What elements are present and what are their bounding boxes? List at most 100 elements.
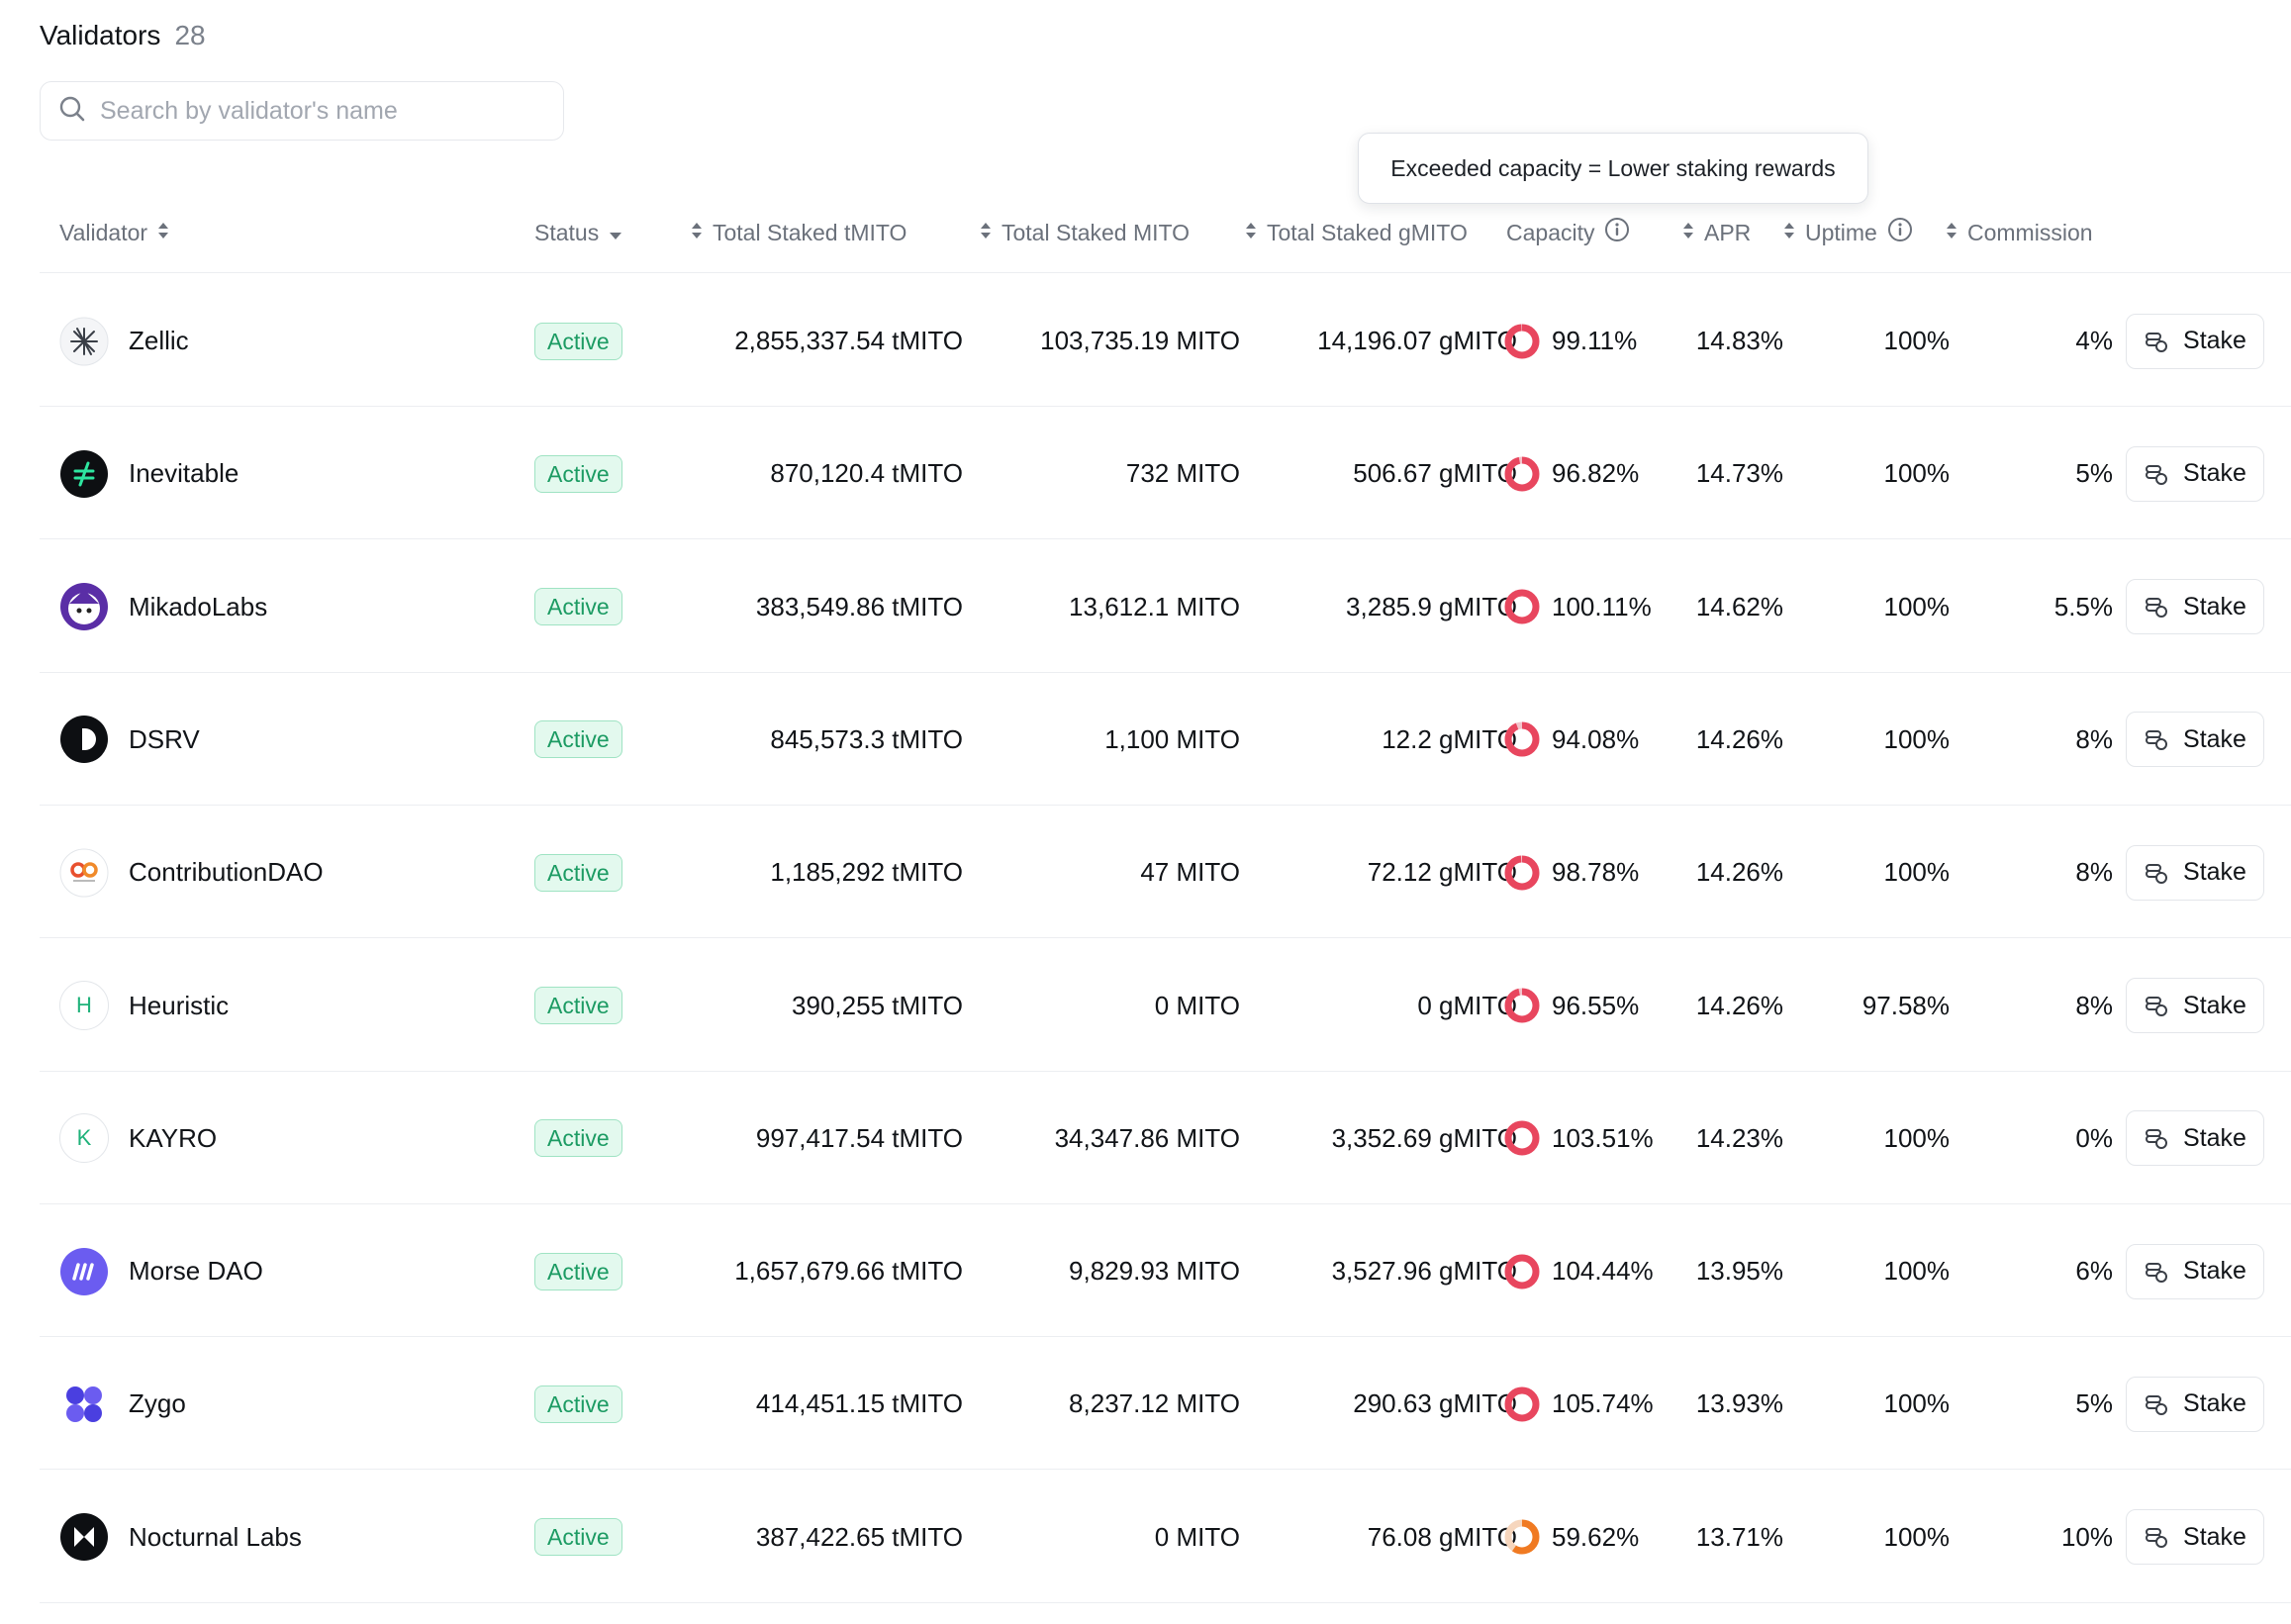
column-total-staked-mito[interactable]: Total Staked MITO — [980, 208, 1190, 257]
total-staked-mito: 9,829.93 MITO — [1069, 1256, 1240, 1287]
coins-icon — [2144, 1259, 2169, 1285]
validator-name: ContributionDAO — [129, 857, 324, 888]
commission-value: 0% — [2075, 1122, 2113, 1153]
validator-cell[interactable]: K KAYRO — [59, 1073, 217, 1204]
apr-value: 14.83% — [1695, 326, 1783, 355]
coins-icon — [2144, 993, 2169, 1018]
status-badge: Active — [534, 1385, 622, 1423]
validator-cell[interactable]: Nocturnal Labs — [59, 1472, 302, 1603]
coins-icon — [2144, 1524, 2169, 1550]
column-commission-label: Commission — [1967, 219, 2093, 245]
nocturnal-labs-logo-icon — [59, 1512, 109, 1562]
column-total-staked-tmito[interactable]: Total Staked tMITO — [691, 208, 907, 257]
stake-button[interactable]: Stake — [2126, 579, 2264, 635]
sort-icon — [1245, 220, 1257, 246]
table-row[interactable]: ContributionDAO Active 1,185,292 tMITO 47 M… — [40, 807, 2291, 939]
total-staked-gmito: 0 gMITO — [1417, 990, 1517, 1020]
stake-button[interactable]: Stake — [2126, 1243, 2264, 1299]
column-total-staked-gmito[interactable]: Total Staked gMITO — [1245, 208, 1468, 257]
validator-cell[interactable]: MikadoLabs — [59, 541, 267, 673]
morsedao-logo-icon — [59, 1247, 109, 1296]
capacity-value: 98.78% — [1552, 857, 1640, 888]
contributiondao-logo-icon — [59, 848, 109, 898]
apr-value: 14.62% — [1695, 591, 1783, 621]
table-row[interactable]: K KAYRO Active 997,417.54 tMITO 34,347.86 MI… — [40, 1073, 2291, 1204]
apr-value: 14.73% — [1695, 458, 1783, 489]
table-row[interactable]: H Heuristic Active 390,255 tMITO 0 MITO 0 gMI… — [40, 940, 2291, 1072]
page-title: Validators — [40, 20, 161, 50]
validator-count: 28 — [174, 20, 206, 50]
validator-cell[interactable]: DSRV — [59, 674, 200, 806]
column-apr-label: APR — [1704, 219, 1752, 245]
validator-name: Inevitable — [129, 458, 239, 489]
stake-button[interactable]: Stake — [2126, 844, 2264, 901]
column-uptime[interactable]: Uptime — [1783, 208, 1913, 257]
validator-name: KAYRO — [129, 1122, 218, 1153]
validator-cell[interactable]: Morse DAO — [59, 1205, 263, 1337]
capacity-value: 94.08% — [1552, 723, 1640, 754]
stake-button-label: Stake — [2183, 858, 2246, 887]
status-cell: Active — [534, 1472, 622, 1603]
column-status-label: Status — [534, 219, 600, 245]
stake-button[interactable]: Stake — [2126, 1509, 2264, 1566]
avatar-letter: H — [76, 993, 92, 1017]
capacity-ring-icon — [1504, 988, 1552, 1023]
validator-name: MikadoLabs — [129, 591, 268, 621]
validator-avatar: H — [59, 981, 109, 1030]
search-box[interactable] — [40, 81, 564, 141]
stake-button-label: Stake — [2183, 1257, 2246, 1286]
stake-button[interactable]: Stake — [2126, 712, 2264, 768]
commission-value: 5.5% — [2053, 591, 2113, 621]
caret-down-icon — [609, 220, 622, 246]
stake-button[interactable]: Stake — [2126, 1376, 2264, 1432]
capacity-ring-icon — [1504, 1254, 1552, 1290]
column-commission[interactable]: Commission — [1946, 208, 2093, 257]
search-input[interactable] — [100, 96, 535, 126]
apr-value: 13.95% — [1695, 1256, 1783, 1287]
zellic-logo-icon — [59, 317, 109, 366]
validator-cell[interactable]: Zygo — [59, 1338, 186, 1470]
status-badge: Active — [534, 454, 622, 493]
validator-cell[interactable]: Inevitable — [59, 408, 239, 539]
status-badge: Active — [534, 987, 622, 1024]
stake-button[interactable]: Stake — [2126, 313, 2264, 369]
stake-cell: Stake — [2126, 940, 2264, 1072]
commission-value: 5% — [2075, 458, 2113, 489]
info-icon[interactable] — [1887, 217, 1913, 248]
total-staked-mito: 732 MITO — [1125, 458, 1240, 489]
capacity-ring-icon — [1504, 855, 1552, 891]
table-row[interactable]: DSRV Active 845,573.3 tMITO 1,100 MITO 12.2 … — [40, 674, 2291, 806]
status-badge: Active — [534, 853, 622, 892]
capacity-cell: 105.74% — [1504, 1338, 1702, 1470]
validator-name: Heuristic — [129, 990, 230, 1020]
stake-button[interactable]: Stake — [2126, 978, 2264, 1033]
table-row[interactable]: Zellic Active 2,855,337.54 tMITO 103,735.19… — [40, 275, 2291, 407]
table-row[interactable]: Morse DAO Active 1,657,679.66 tMITO 9,829.9… — [40, 1205, 2291, 1338]
column-apr[interactable]: APR — [1682, 208, 1751, 257]
column-capacity[interactable]: Capacity — [1506, 208, 1630, 257]
total-staked-tmito: 390,255 tMITO — [792, 990, 963, 1020]
capacity-cell: 103.51% — [1504, 1073, 1702, 1204]
table-row[interactable]: Inevitable Active 870,120.4 tMITO 732 MITO 5… — [40, 408, 2291, 540]
validator-cell[interactable]: ContributionDAO — [59, 807, 324, 938]
total-staked-mito: 13,612.1 MITO — [1069, 591, 1240, 621]
capacity-cell: 104.44% — [1504, 1205, 1702, 1337]
table-row[interactable]: Nocturnal Labs Active 387,422.65 tMITO 0 MI… — [40, 1472, 2291, 1603]
status-cell: Active — [534, 275, 622, 407]
uptime-value: 100% — [1883, 458, 1951, 489]
validator-cell[interactable]: Zellic — [59, 275, 189, 407]
column-validator[interactable]: Validator — [59, 208, 169, 257]
stake-button[interactable]: Stake — [2126, 1110, 2264, 1167]
info-icon[interactable] — [1604, 217, 1630, 248]
page-heading: Validators 28 — [40, 20, 206, 51]
stake-button[interactable]: Stake — [2126, 445, 2264, 502]
status-badge: Active — [534, 322, 622, 360]
validator-cell[interactable]: H Heuristic — [59, 940, 229, 1072]
uptime-value: 100% — [1883, 1521, 1951, 1552]
column-status[interactable]: Status — [534, 208, 622, 257]
column-capacity-label: Capacity — [1506, 219, 1595, 245]
table-header: Validator Status Total Staked tMITO Tota… — [40, 208, 2291, 273]
table-row[interactable]: MikadoLabs Active 383,549.86 tMITO 13,612.1… — [40, 541, 2291, 673]
table-row[interactable]: Zygo Active 414,451.15 tMITO 8,237.12 MITO 2… — [40, 1338, 2291, 1471]
coins-icon — [2144, 726, 2169, 752]
